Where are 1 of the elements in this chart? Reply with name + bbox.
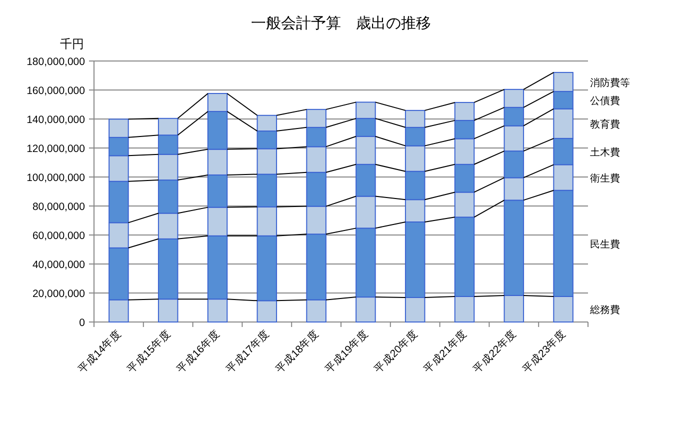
- title: 一般会計予算 歳出の推移: [251, 15, 431, 32]
